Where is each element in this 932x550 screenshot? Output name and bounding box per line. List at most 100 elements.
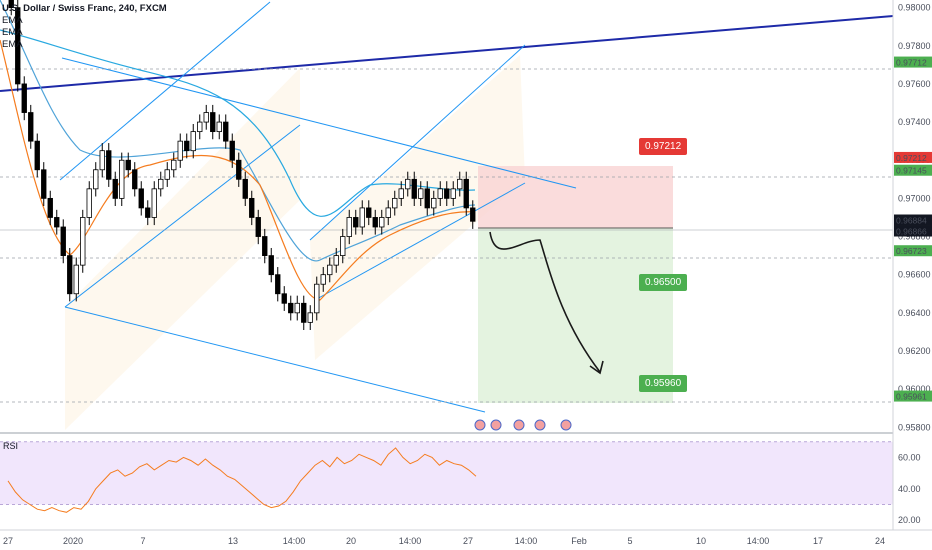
time-axis[interactable]: 27 2020 7 13 14:00 20 14:00 27 14:00 Feb 5 10 14:00 1… bbox=[3, 536, 885, 546]
indicator-ema-2[interactable]: EMA bbox=[2, 27, 23, 38]
rsi-axis[interactable]: 60.00 40.00 20.00 bbox=[898, 452, 921, 525]
candle-body bbox=[379, 217, 385, 228]
event-marker[interactable] bbox=[474, 419, 486, 431]
candle-body bbox=[151, 188, 157, 218]
stop-zone[interactable] bbox=[478, 166, 673, 228]
price-tick-label: 0.97600 bbox=[898, 79, 931, 89]
candle-body bbox=[320, 274, 326, 285]
candle-body bbox=[437, 188, 443, 199]
candle-body bbox=[470, 207, 476, 222]
forecast-arrow[interactable] bbox=[489, 231, 601, 373]
channel-right-lower[interactable] bbox=[314, 182, 526, 301]
candle-body bbox=[21, 83, 27, 113]
candle-body bbox=[450, 188, 456, 199]
candle-body bbox=[41, 169, 47, 199]
candle-body bbox=[359, 207, 365, 228]
price-label-bg bbox=[894, 151, 932, 163]
target-badge-1[interactable]: 0.96500 bbox=[639, 274, 688, 291]
price-tick-label: 0.96000 bbox=[898, 384, 931, 394]
channel-left-upper[interactable] bbox=[59, 1, 271, 181]
time-tick-label: 5 bbox=[627, 536, 632, 546]
candle-body bbox=[112, 178, 118, 199]
candle-body bbox=[216, 121, 222, 133]
price-label-bg bbox=[894, 56, 932, 68]
price-labels: 0.977120.972120.971450.968840.9686603:35… bbox=[894, 56, 932, 402]
candle-body bbox=[405, 178, 411, 190]
candle-body bbox=[268, 255, 274, 276]
price-tick-label: 0.96600 bbox=[898, 270, 931, 280]
candle-body bbox=[262, 236, 268, 257]
time-tick-label: 10 bbox=[696, 536, 706, 546]
channel-left-lower[interactable] bbox=[64, 124, 301, 308]
candles-group bbox=[8, 0, 476, 330]
candle-body bbox=[80, 217, 86, 266]
event-marker[interactable] bbox=[560, 419, 572, 431]
channel-fill-right bbox=[310, 55, 525, 360]
candle-body bbox=[288, 302, 294, 314]
price-tick-label: 0.96200 bbox=[898, 346, 931, 356]
ema-slow-line bbox=[0, 29, 476, 217]
rsi-pane-label[interactable]: RSI bbox=[3, 441, 19, 451]
price-label-bg bbox=[894, 164, 932, 176]
rsi-tick-label: 60.00 bbox=[898, 452, 921, 462]
channel-right-upper[interactable] bbox=[309, 44, 526, 241]
indicator-ema-3[interactable]: EMA bbox=[2, 39, 23, 50]
candle-body bbox=[15, 7, 21, 85]
candle-body bbox=[54, 217, 60, 228]
event-marker[interactable] bbox=[490, 419, 502, 431]
channel-bottom[interactable] bbox=[64, 306, 486, 413]
candle-body bbox=[314, 283, 320, 314]
candle-body bbox=[99, 150, 105, 171]
candle-body bbox=[385, 207, 391, 218]
price-label-bg bbox=[894, 225, 932, 237]
stop-badge[interactable]: 0.97212 bbox=[639, 138, 688, 155]
candle-body bbox=[444, 188, 450, 199]
time-tick-label: 27 bbox=[3, 536, 13, 546]
candle-body bbox=[47, 197, 53, 218]
downtrend-line[interactable] bbox=[61, 57, 577, 189]
price-label: 0.95961 bbox=[896, 392, 927, 402]
candle-body bbox=[184, 140, 190, 152]
price-tick-label: 0.96400 bbox=[898, 308, 931, 318]
candle-body bbox=[249, 197, 255, 218]
indicator-ema-1[interactable]: EMA bbox=[2, 15, 23, 26]
price-label: 0.96723 bbox=[896, 246, 927, 256]
price-label: 0.96866 bbox=[896, 227, 927, 237]
symbol-title[interactable]: U.S. Dollar / Swiss Franc, 240, FXCM bbox=[2, 3, 167, 14]
candle-body bbox=[294, 302, 300, 314]
candle-body bbox=[398, 188, 404, 199]
target-badge-2[interactable]: 0.95960 bbox=[639, 375, 688, 392]
candle-body bbox=[210, 112, 216, 133]
price-tick-label: 0.95800 bbox=[898, 422, 931, 432]
ema-mid-line bbox=[0, 0, 476, 262]
candle-body bbox=[93, 169, 99, 190]
candle-body bbox=[236, 159, 242, 180]
price-tick-label: 0.97800 bbox=[898, 41, 931, 51]
event-markers[interactable] bbox=[474, 419, 572, 431]
price-label: 0.97712 bbox=[896, 58, 927, 68]
event-marker[interactable] bbox=[534, 419, 546, 431]
candle-body bbox=[8, 0, 14, 9]
candle-body bbox=[203, 112, 209, 123]
candle-body bbox=[119, 159, 125, 199]
candle-body bbox=[164, 169, 170, 180]
candle-body bbox=[366, 207, 372, 218]
candle-body bbox=[197, 121, 203, 133]
candle-body bbox=[73, 264, 79, 295]
event-marker[interactable] bbox=[513, 419, 525, 431]
candle-body bbox=[145, 207, 151, 218]
time-tick-label: 7 bbox=[140, 536, 145, 546]
candle-body bbox=[34, 140, 40, 171]
candle-body bbox=[411, 178, 417, 199]
price-label-bg bbox=[894, 390, 932, 402]
time-tick-label: 14:00 bbox=[747, 536, 770, 546]
candle-body bbox=[67, 255, 73, 295]
candle-body bbox=[301, 302, 307, 323]
trendline-top[interactable] bbox=[0, 15, 894, 92]
candle-body bbox=[424, 188, 430, 209]
candle-body bbox=[171, 159, 177, 171]
target-zone[interactable] bbox=[478, 228, 673, 403]
candle-body bbox=[327, 264, 333, 276]
price-label: 0.96884 bbox=[896, 216, 927, 226]
